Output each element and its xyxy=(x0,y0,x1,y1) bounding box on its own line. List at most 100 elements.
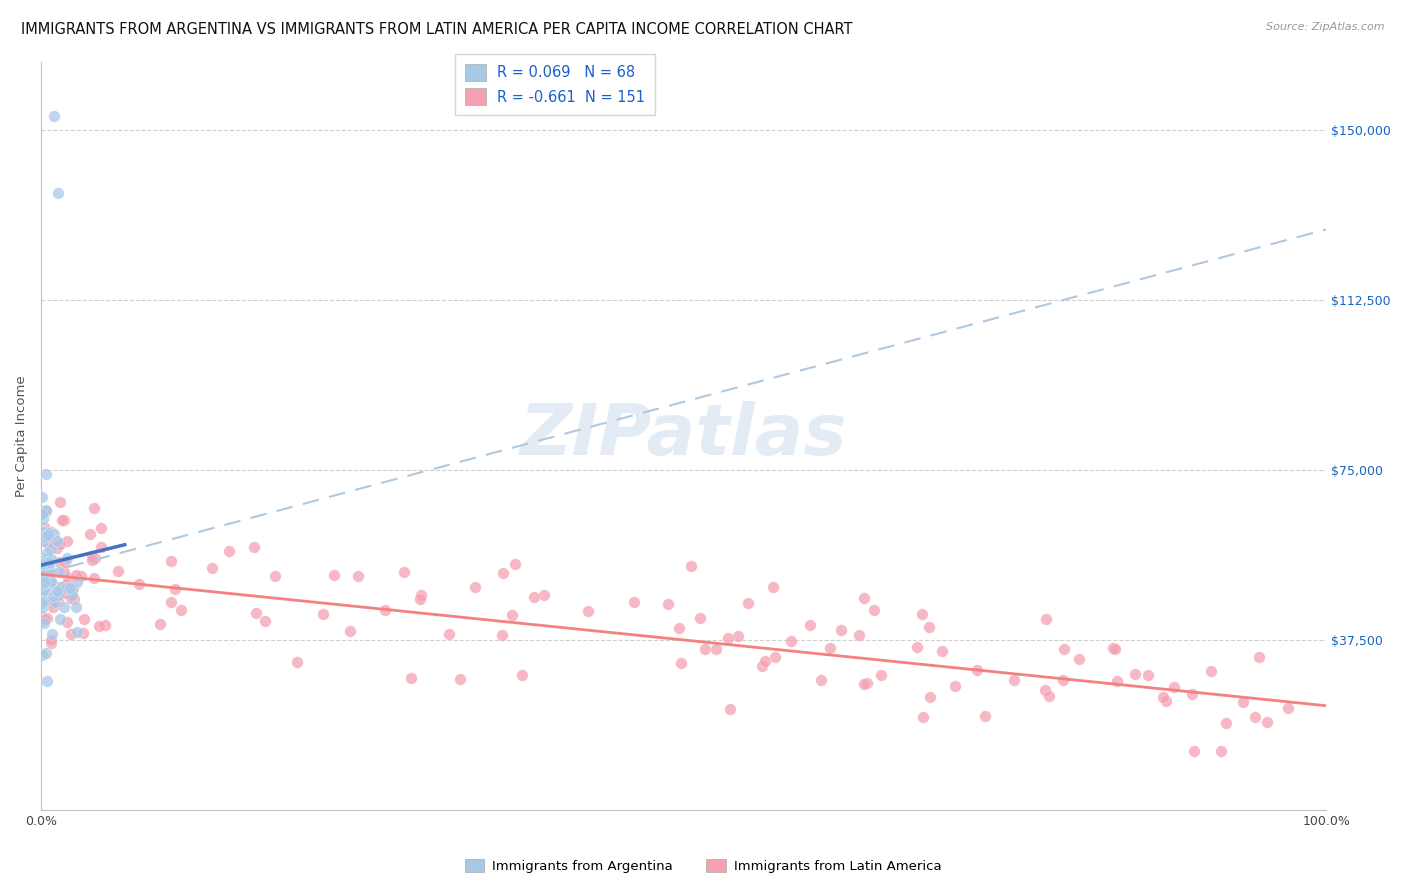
Point xyxy=(39,552,62,566)
Point xyxy=(46,588,69,602)
Point xyxy=(31,587,53,601)
Point xyxy=(464,580,486,594)
Point xyxy=(60,588,83,602)
Point xyxy=(49,537,72,551)
Point xyxy=(1277,701,1299,715)
Point xyxy=(32,525,55,540)
Point xyxy=(49,494,72,508)
Point xyxy=(245,607,267,621)
Point xyxy=(35,503,58,517)
Point xyxy=(763,650,786,665)
Point xyxy=(42,109,65,123)
Point xyxy=(65,568,87,582)
Point xyxy=(1101,641,1123,656)
Point xyxy=(53,581,76,595)
Point xyxy=(1069,652,1091,666)
Point xyxy=(59,581,82,595)
Point xyxy=(56,550,79,565)
Point xyxy=(31,648,53,663)
Point xyxy=(42,527,65,541)
Point xyxy=(754,654,776,668)
Point xyxy=(855,676,877,690)
Point xyxy=(39,564,62,578)
Point xyxy=(31,490,53,504)
Point xyxy=(409,588,432,602)
Point xyxy=(918,620,941,634)
Point xyxy=(727,629,749,643)
Point xyxy=(37,582,59,597)
Legend: R = 0.069   N = 68, R = -0.661  N = 151: R = 0.069 N = 68, R = -0.661 N = 151 xyxy=(456,54,655,115)
Point xyxy=(55,585,77,599)
Point xyxy=(491,628,513,642)
Point xyxy=(39,554,62,568)
Point xyxy=(374,603,396,617)
Point xyxy=(1247,649,1270,664)
Point xyxy=(35,552,58,566)
Point xyxy=(90,521,112,535)
Point xyxy=(73,612,96,626)
Point xyxy=(34,568,56,582)
Point xyxy=(35,646,58,660)
Point xyxy=(90,541,112,555)
Point xyxy=(820,640,842,655)
Point xyxy=(347,569,370,583)
Point xyxy=(39,536,62,550)
Point xyxy=(32,512,55,526)
Point xyxy=(1154,694,1177,708)
Point xyxy=(94,618,117,632)
Point xyxy=(1184,744,1206,758)
Point xyxy=(69,569,91,583)
Point xyxy=(32,576,55,591)
Point xyxy=(83,500,105,515)
Point xyxy=(55,585,77,599)
Point xyxy=(58,571,80,585)
Text: Source: ZipAtlas.com: Source: ZipAtlas.com xyxy=(1267,22,1385,32)
Point xyxy=(263,569,285,583)
Point xyxy=(128,577,150,591)
Point xyxy=(34,568,56,582)
Point xyxy=(737,596,759,610)
Point xyxy=(254,614,277,628)
Point xyxy=(60,582,83,597)
Point xyxy=(623,595,645,609)
Point xyxy=(32,529,55,543)
Point xyxy=(1052,673,1074,687)
Point xyxy=(31,596,53,610)
Point xyxy=(63,592,86,607)
Point xyxy=(38,557,60,571)
Point xyxy=(505,557,527,571)
Point xyxy=(34,575,56,590)
Point xyxy=(1107,674,1129,689)
Point xyxy=(53,578,76,592)
Point xyxy=(717,631,740,645)
Point xyxy=(48,612,70,626)
Point xyxy=(35,524,58,539)
Point xyxy=(37,527,59,541)
Point xyxy=(973,708,995,723)
Point xyxy=(693,642,716,657)
Point xyxy=(1209,744,1232,758)
Point xyxy=(34,530,56,544)
Point xyxy=(53,566,76,580)
Point xyxy=(779,634,801,648)
Y-axis label: Per Capita Income: Per Capita Income xyxy=(15,375,28,497)
Point xyxy=(48,565,70,579)
Point xyxy=(1136,667,1159,681)
Point xyxy=(34,555,56,569)
Point xyxy=(830,623,852,637)
Point xyxy=(83,571,105,585)
Point xyxy=(34,505,56,519)
Point xyxy=(169,603,191,617)
Point xyxy=(41,600,63,615)
Point xyxy=(51,513,73,527)
Point xyxy=(35,467,58,481)
Point xyxy=(107,564,129,578)
Point xyxy=(668,621,690,635)
Point xyxy=(681,558,703,573)
Point xyxy=(287,655,309,669)
Point xyxy=(1035,612,1057,626)
Point xyxy=(37,537,59,551)
Point xyxy=(409,591,432,606)
Point xyxy=(46,594,69,608)
Point xyxy=(392,565,415,579)
